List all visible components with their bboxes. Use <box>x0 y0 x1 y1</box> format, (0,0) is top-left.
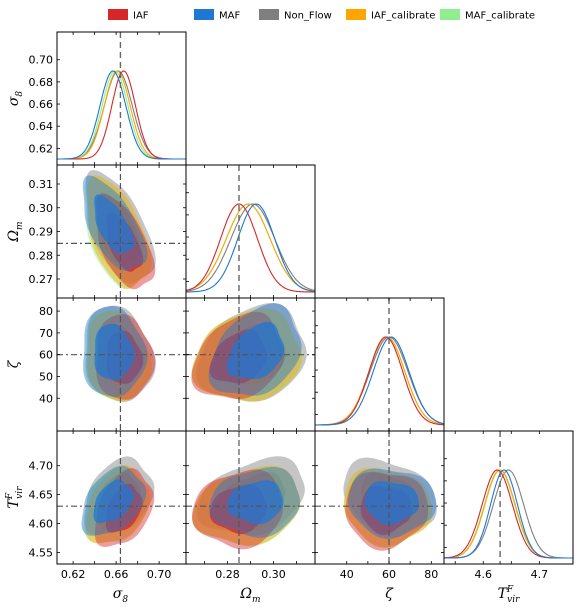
marginal-maf <box>57 70 186 160</box>
panel-3-3 <box>443 430 574 565</box>
panel-2-1 <box>185 297 316 432</box>
y-tick-label: 80 <box>39 305 53 318</box>
legend-swatch-iaf_calibrate <box>346 9 366 20</box>
x-tick-label: 0.30 <box>261 568 286 581</box>
panel-2-2 <box>314 297 445 432</box>
legend-label-non_flow: Non_Flow <box>284 11 332 22</box>
y-tick-label: 0.68 <box>29 76 54 89</box>
x-axis-label-sigma8: σ8 <box>113 586 129 605</box>
y-tick-label: 0.31 <box>29 178 54 191</box>
marginal-non-flow <box>315 336 444 426</box>
marginal-maf-calibrate <box>186 203 315 292</box>
marginal-iaf <box>315 336 444 426</box>
panel-3-1 <box>185 430 316 565</box>
x-tick-label: 4.6 <box>475 568 493 581</box>
x-axis-label-omegam: Ωm <box>239 586 260 605</box>
marginal-iaf <box>57 70 186 160</box>
y-tick-label: 0.64 <box>29 120 54 133</box>
y-tick-label: 0.70 <box>29 54 54 67</box>
legend-swatch-iaf <box>108 9 128 20</box>
x-tick-label: 0.66 <box>104 568 129 581</box>
marginal-maf <box>444 469 573 559</box>
y-tick-label: 4.70 <box>29 460 54 473</box>
y-tick-label: 4.65 <box>29 489 54 502</box>
y-tick-label: 50 <box>39 370 53 383</box>
y-tick-label: 0.62 <box>29 142 54 155</box>
y-axis-label-omegam: Ωm <box>6 221 25 242</box>
corner-panels: 0.62 0.64 0.66 0.68 0.70 0.27 0.28 0.29 0.30 0.31… <box>5 31 574 605</box>
contour68-maf <box>364 481 420 525</box>
x-tick-label: 60 <box>382 568 396 581</box>
contour68-maf <box>226 321 285 380</box>
panel-1-0 <box>56 164 187 299</box>
panel-0-0 <box>56 31 187 166</box>
y-tick-label: 0.28 <box>29 249 54 262</box>
marginal-non-flow <box>186 203 315 292</box>
panel-3-2 <box>314 430 445 565</box>
contour68-maf <box>227 480 284 525</box>
marginal-iaf-calibrate <box>315 336 444 426</box>
x-axis-label-zeta: ζ <box>385 586 394 602</box>
x-tick-label: 0.70 <box>147 568 172 581</box>
panel-frame <box>56 31 187 166</box>
y-axis-label-sigma8: σ8 <box>6 91 25 107</box>
contour68-maf <box>93 479 134 523</box>
contour68-maf <box>94 194 135 254</box>
marginal-non-flow <box>57 70 186 160</box>
panel-frame <box>443 430 574 565</box>
y-axis-label-tvir: TFvir <box>5 486 25 509</box>
panel-1-1 <box>185 164 316 299</box>
legend-label-iaf_calibrate: IAF_calibrate <box>371 11 435 22</box>
legend-label-maf: MAF <box>219 11 240 22</box>
y-tick-label: 60 <box>39 349 53 362</box>
panel-frame <box>314 297 445 432</box>
legend-label-maf_calibrate: MAF_calibrate <box>465 11 535 22</box>
y-tick-label: 0.29 <box>29 226 54 239</box>
marginal-maf-calibrate <box>315 336 444 426</box>
y-tick-label: 4.55 <box>29 546 54 559</box>
marginal-iaf-calibrate <box>444 469 573 559</box>
contour68-maf <box>94 323 135 381</box>
legend-label-iaf: IAF <box>133 11 149 22</box>
legend-swatch-non_flow <box>259 9 279 20</box>
panel-2-0 <box>56 297 187 432</box>
y-tick-label: 40 <box>39 392 53 405</box>
y-tick-label: 70 <box>39 327 53 340</box>
marginal-maf <box>315 336 444 426</box>
x-tick-label: 40 <box>340 568 354 581</box>
marginal-maf <box>186 203 315 293</box>
y-tick-label: 0.66 <box>29 98 54 111</box>
y-tick-label: 4.60 <box>29 518 54 531</box>
x-tick-label: 4.7 <box>531 568 549 581</box>
panel-3-0 <box>56 430 187 565</box>
marginal-maf-calibrate <box>57 70 186 160</box>
y-tick-label: 0.27 <box>29 273 54 286</box>
x-tick-label: 80 <box>424 568 438 581</box>
marginal-iaf-calibrate <box>57 70 186 160</box>
x-tick-label: 0.28 <box>215 568 240 581</box>
marginal-iaf-calibrate <box>186 203 315 292</box>
legend-swatch-maf <box>194 9 214 20</box>
y-axis-label-zeta: ζ <box>6 359 22 368</box>
x-axis-label-tvir: TF vir <box>498 585 521 605</box>
legend: IAF MAF Non_Flow IAF_calibrate MAF_calibrate <box>108 9 535 22</box>
x-tick-label: 0.62 <box>61 568 86 581</box>
y-tick-label: 0.30 <box>29 202 54 215</box>
marginal-iaf <box>186 203 315 293</box>
legend-swatch-maf_calibrate <box>440 9 460 20</box>
panel-frame <box>185 164 316 299</box>
